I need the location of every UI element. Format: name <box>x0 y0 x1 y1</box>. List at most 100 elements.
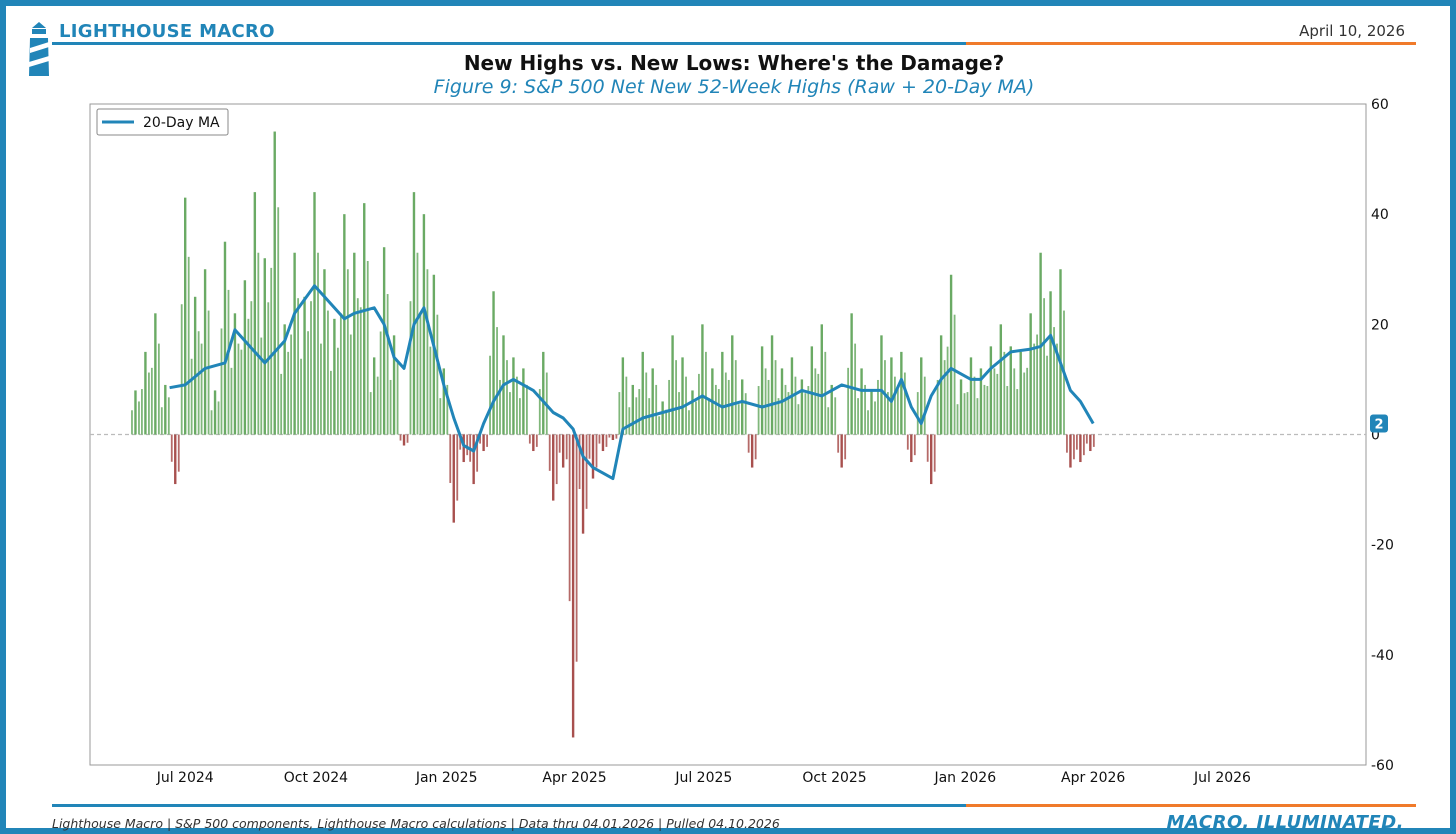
bar-mark-secondary <box>1053 327 1055 435</box>
bar-mark-secondary <box>1036 334 1039 435</box>
bar-mark <box>691 390 694 435</box>
bar-mark-secondary <box>1056 343 1058 435</box>
bar-mark-secondary <box>983 384 986 435</box>
bar-mark <box>830 384 833 435</box>
bar-mark-secondary <box>456 434 459 501</box>
bar-mark <box>671 335 674 435</box>
bar-mark-secondary <box>177 434 180 472</box>
bar-mark-secondary <box>180 304 183 435</box>
lighthouse-icon <box>29 22 49 76</box>
brand-name: LIGHTHOUSE MACRO <box>59 21 275 42</box>
bar-mark-secondary <box>466 434 469 456</box>
bar-mark-secondary <box>429 346 432 435</box>
bar-mark-secondary <box>804 393 807 435</box>
bar-mark <box>293 252 296 435</box>
bar-mark <box>721 351 724 435</box>
bar-mark <box>552 434 555 501</box>
bar-mark <box>920 357 923 435</box>
bar-mark <box>1009 346 1012 435</box>
bar-mark-secondary <box>943 360 946 435</box>
bar-mark <box>601 434 605 452</box>
bar-mark <box>900 351 903 435</box>
bar-mark <box>810 346 814 435</box>
bar-mark-secondary <box>618 392 621 435</box>
bar-mark <box>949 274 953 435</box>
bar-mark-secondary <box>688 410 690 435</box>
bar-mark <box>472 434 475 485</box>
bar-mark <box>979 368 983 435</box>
bar-mark-secondary <box>141 389 143 435</box>
bar-mark-secondary <box>1043 298 1046 435</box>
bar-mark <box>482 434 485 452</box>
bar-mark <box>353 252 356 435</box>
bar-mark-secondary <box>963 393 966 435</box>
bar-mark-secondary <box>516 376 518 435</box>
bar-mark-secondary <box>655 384 658 435</box>
bar-mark-secondary <box>605 434 608 447</box>
x-tick-label: Jan 2026 <box>933 770 996 786</box>
bar-mark-secondary <box>864 384 866 435</box>
bar-mark <box>144 351 147 435</box>
bar-mark-secondary <box>220 328 223 435</box>
x-tick-label: Oct 2025 <box>802 770 866 786</box>
bar-mark <box>343 214 346 435</box>
bar-mark-secondary <box>1006 386 1009 435</box>
bar-mark-secondary <box>197 331 200 435</box>
bar-mark <box>860 368 863 435</box>
bar-mark-secondary <box>668 379 670 435</box>
bar-mark <box>1059 269 1062 435</box>
bar-mark-secondary <box>339 313 342 435</box>
bar-mark-secondary <box>379 331 382 435</box>
bar-mark-secondary <box>310 301 312 435</box>
legend: 20-Day MA <box>96 108 229 136</box>
bar-mark-secondary <box>675 360 677 435</box>
bar-mark-secondary <box>535 434 538 447</box>
bar-mark-secondary <box>906 434 909 450</box>
bar-mark-secondary <box>307 331 309 435</box>
bar-mark <box>770 335 774 435</box>
x-tick-label: Jul 2024 <box>156 770 214 786</box>
bar-mark-secondary <box>877 379 879 435</box>
bar-mark <box>313 192 316 435</box>
bar-mark <box>631 384 634 435</box>
bar-mark <box>939 335 943 435</box>
bar-mark-secondary <box>996 373 999 435</box>
bar-mark-secondary <box>436 314 439 435</box>
y-axis-ticks: -60 -40 -20 0 20 40 60 <box>1371 97 1394 774</box>
bar-mark-secondary <box>240 349 243 435</box>
bar-mark-secondary <box>260 337 263 435</box>
bar-mark-secondary <box>525 384 528 435</box>
bar-mark <box>462 434 465 463</box>
bar-mark-secondary <box>555 434 558 485</box>
bar-mark-secondary <box>595 434 598 468</box>
bar-mark <box>184 197 187 435</box>
bar-mark-secondary <box>409 301 412 435</box>
bar-mark <box>1039 252 1042 435</box>
bar-mark <box>681 357 684 435</box>
bar-mark-secondary <box>267 302 270 435</box>
bar-mark-secondary <box>349 334 352 435</box>
bar-mark-secondary <box>300 358 302 435</box>
tagline: MACRO, ILLUMINATED. <box>1166 812 1404 833</box>
bar-mark-secondary <box>615 434 618 439</box>
bar-mark <box>880 335 883 435</box>
chart-subtitle: Figure 9: S&P 500 Net New 52-Week Highs … <box>433 76 1035 98</box>
bar-mark-secondary <box>250 301 253 435</box>
x-tick-label: Jul 2025 <box>674 770 732 786</box>
bar-mark-secondary <box>628 407 631 435</box>
bar-mark <box>382 247 386 435</box>
bar-mark <box>850 313 853 435</box>
bar-mark <box>731 335 734 435</box>
bar-mark-secondary <box>386 294 389 435</box>
bar-mark-secondary <box>946 346 949 435</box>
bar-mark <box>760 346 764 435</box>
bar-mark-secondary <box>714 384 717 435</box>
bar-mark-secondary <box>509 392 511 435</box>
bar-mark-secondary <box>327 310 329 435</box>
bar-mark-secondary <box>814 368 817 435</box>
bar-mark-secondary <box>257 252 260 435</box>
bar-mark-secondary <box>658 416 661 435</box>
bar-mark-secondary <box>598 434 601 444</box>
bar-mark <box>243 280 247 435</box>
bar-mark <box>571 434 575 738</box>
